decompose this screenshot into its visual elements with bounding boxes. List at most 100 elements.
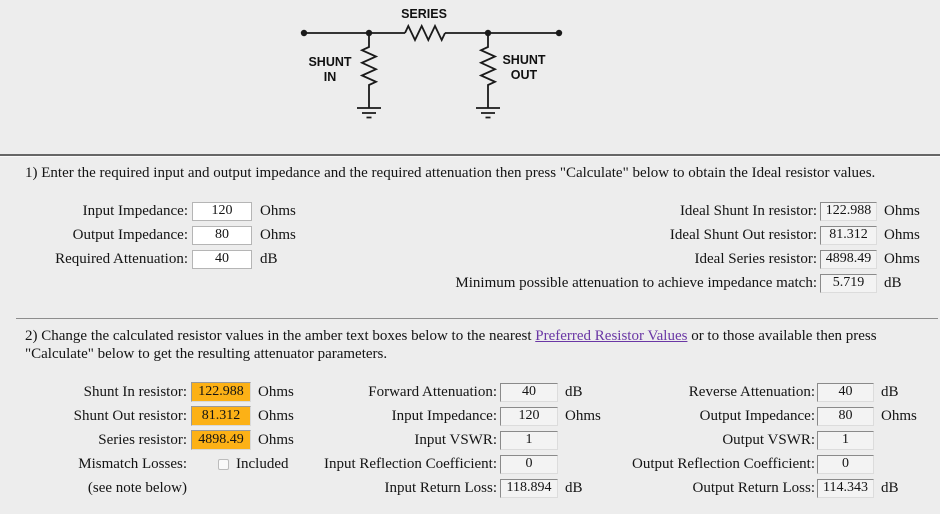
series-resistor-field[interactable]: [191, 430, 251, 450]
shunt-out-resistor-field[interactable]: [191, 406, 251, 426]
shunt-out-resistor-symbol: [478, 33, 498, 108]
ideal-results-group: Ideal Shunt In resistor: Ohms Ideal Shun…: [300, 199, 920, 295]
section-divider-top: [0, 154, 940, 157]
output-reflection-coefficient-field: [817, 454, 874, 474]
output-return-loss-field: [817, 478, 874, 498]
step2-instruction-text: 2) Change the calculated resistor values…: [25, 328, 536, 344]
unit-label: Ohms: [260, 226, 296, 243]
mismatch-included-checkbox[interactable]: [218, 458, 229, 470]
field-row: Input Reflection Coefficient:: [302, 452, 601, 476]
shunt-in-label-line2: IN: [324, 70, 337, 84]
unit-label: Ohms: [884, 202, 920, 219]
input-return-loss-field: [500, 478, 558, 498]
output-vswr-label: Output VSWR:: [722, 431, 815, 448]
unit-label: Ohms: [258, 431, 294, 448]
input-impedance-result-field: [500, 406, 558, 426]
ideal-shunt-in-label: Ideal Shunt In resistor:: [679, 202, 817, 219]
input-impedance-result-label: Input Impedance:: [391, 407, 497, 424]
section-divider-middle: [16, 318, 938, 319]
shunt-out-resistor-label: Shunt Out resistor:: [73, 407, 187, 424]
field-row: Output Reflection Coefficient:: [620, 452, 917, 476]
mismatch-losses-row: Mismatch Losses: Included: [0, 452, 294, 476]
unit-label: dB: [884, 274, 902, 291]
required-attenuation-label: Required Attenuation:: [55, 250, 188, 267]
forward-attenuation-label: Forward Attenuation:: [368, 383, 497, 400]
input-vswr-label: Input VSWR:: [414, 431, 497, 448]
field-row: Shunt In resistor: Ohms: [0, 380, 294, 404]
field-row: Ideal Shunt In resistor: Ohms: [300, 199, 920, 223]
field-row: Ideal Series resistor: Ohms: [300, 247, 920, 271]
unit-label: Ohms: [881, 407, 917, 424]
required-attenuation-field[interactable]: [192, 249, 252, 269]
minimum-attenuation-label: Minimum possible attenuation to achieve …: [455, 274, 817, 291]
mismatch-included-label: Included: [236, 455, 289, 472]
field-row: Input Impedance: Ohms: [302, 404, 601, 428]
unit-label: Ohms: [884, 226, 920, 243]
shunt-in-label-line1: SHUNT: [308, 55, 351, 69]
resistor-entry-group: Shunt In resistor: Ohms Shunt Out resist…: [0, 380, 294, 500]
field-row: Input Impedance: Ohms: [0, 199, 296, 223]
input-impedance-label: Input Impedance:: [82, 202, 188, 219]
field-row: Forward Attenuation: dB: [302, 380, 601, 404]
field-row: Reverse Attenuation: dB: [620, 380, 917, 404]
shunt-out-label-line1: SHUNT: [502, 53, 545, 67]
field-row: Minimum possible attenuation to achieve …: [300, 271, 920, 295]
unit-label: dB: [881, 479, 899, 496]
ideal-inputs-group: Input Impedance: Ohms Output Impedance: …: [0, 199, 296, 271]
mismatch-included-control: Included: [218, 456, 288, 473]
unit-label: dB: [565, 479, 583, 496]
series-resistor-symbol: [404, 23, 446, 43]
field-row: Output Impedance: Ohms: [620, 404, 917, 428]
output-impedance-field[interactable]: [192, 225, 252, 245]
preferred-resistor-values-link[interactable]: Preferred Resistor Values: [535, 328, 688, 344]
ground-symbol-left: [357, 107, 381, 119]
mismatch-losses-label: Mismatch Losses:: [78, 455, 187, 472]
see-note-text: (see note below): [87, 479, 187, 496]
output-vswr-field: [817, 430, 874, 450]
series-label: SERIES: [401, 7, 447, 21]
output-impedance-result-label: Output Impedance:: [699, 407, 815, 424]
reverse-results-group: Reverse Attenuation: dB Output Impedance…: [620, 380, 917, 500]
field-row: Input Return Loss: dB: [302, 476, 601, 500]
field-row: Series resistor: Ohms: [0, 428, 294, 452]
ideal-series-label: Ideal Series resistor:: [694, 250, 817, 267]
forward-attenuation-field: [500, 382, 558, 402]
field-row: Input VSWR:: [302, 428, 601, 452]
unit-label: dB: [565, 383, 583, 400]
reverse-attenuation-field: [817, 382, 874, 402]
reverse-attenuation-label: Reverse Attenuation:: [688, 383, 815, 400]
unit-label: dB: [260, 250, 278, 267]
shunt-out-label-line2: OUT: [511, 68, 538, 82]
note-row: (see note below): [0, 476, 294, 500]
shunt-in-resistor-label: Shunt In resistor:: [83, 383, 187, 400]
shunt-in-resistor-field[interactable]: [191, 382, 251, 402]
output-reflection-coefficient-label: Output Reflection Coefficient:: [631, 455, 815, 472]
unit-label: Ohms: [258, 407, 294, 424]
field-row: Output VSWR:: [620, 428, 917, 452]
input-return-loss-label: Input Return Loss:: [384, 479, 498, 496]
field-row: Output Return Loss: dB: [620, 476, 917, 500]
unit-label: Ohms: [258, 383, 294, 400]
ideal-shunt-in-field: [820, 201, 877, 221]
input-impedance-field[interactable]: [192, 201, 252, 221]
input-reflection-coefficient-label: Input Reflection Coefficient:: [323, 455, 497, 472]
ideal-shunt-out-field: [820, 225, 877, 245]
step1-instruction: 1) Enter the required input and output i…: [25, 165, 876, 181]
step2-instruction-text: or to those available then press "Calcul…: [25, 328, 877, 362]
field-row: Required Attenuation: dB: [0, 247, 296, 271]
ground-symbol-right: [476, 107, 500, 119]
output-impedance-label: Output Impedance:: [72, 226, 188, 243]
circuit-terminal-dots: [300, 29, 563, 37]
series-resistor-label: Series resistor:: [98, 431, 187, 448]
output-impedance-result-field: [817, 406, 874, 426]
forward-results-group: Forward Attenuation: dB Input Impedance:…: [302, 380, 601, 500]
unit-label: Ohms: [260, 202, 296, 219]
field-row: Shunt Out resistor: Ohms: [0, 404, 294, 428]
minimum-attenuation-field: [820, 273, 877, 293]
input-vswr-field: [500, 430, 558, 450]
ideal-shunt-out-label: Ideal Shunt Out resistor:: [669, 226, 817, 243]
circuit-wires: [304, 23, 559, 119]
ideal-series-field: [820, 249, 877, 269]
step2-instruction: 2) Change the calculated resistor values…: [25, 327, 917, 363]
